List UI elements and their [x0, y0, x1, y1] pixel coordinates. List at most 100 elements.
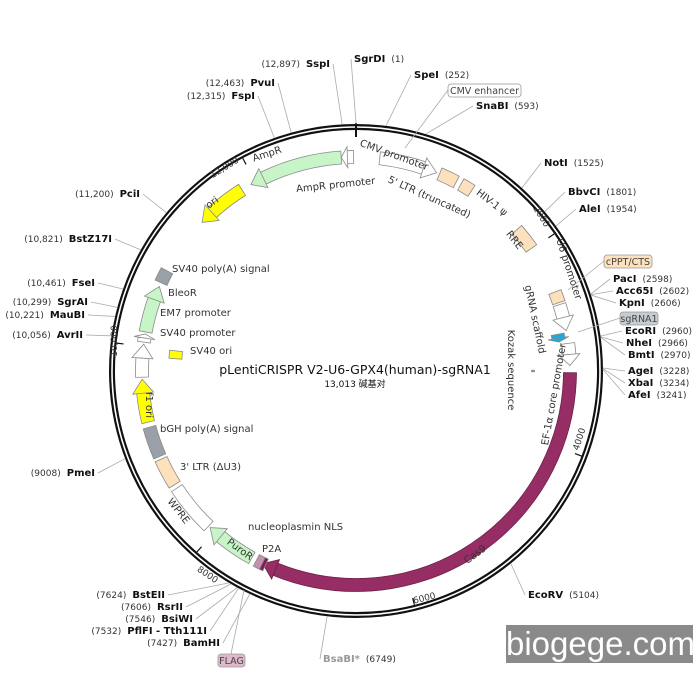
feature-cmv-promoter: [378, 151, 438, 179]
site-name: BamHI: [183, 638, 220, 649]
site-label: PacI (2598): [613, 274, 672, 285]
site-leader: [555, 208, 577, 227]
feature-u6-promoter: [552, 302, 575, 332]
site-leader: [590, 290, 614, 295]
site-name: BsaBI*: [323, 654, 361, 665]
site-position: (2966): [658, 339, 688, 349]
feature-kozak-sequence: [531, 369, 535, 373]
site-name: PacI: [613, 274, 636, 285]
features: [131, 145, 581, 592]
site-label: BmtI (2970): [628, 350, 690, 361]
site-label: BsaBI* (6749): [323, 654, 396, 665]
site-name: SspI: [306, 59, 330, 70]
site-position: (1801): [606, 188, 636, 198]
site-name: PciI: [120, 189, 140, 200]
site-name: NotI: [544, 158, 568, 169]
tick-mark: [412, 597, 415, 605]
site-name: Acc65I: [616, 286, 653, 297]
feature-p2a: [252, 554, 266, 570]
site-position: (3241): [657, 391, 687, 401]
site-name: EcoRV: [528, 590, 563, 601]
feature-label: EM7 promoter: [160, 308, 232, 319]
site-leader: [385, 74, 412, 127]
site-label: (7606) RsrII: [121, 602, 183, 613]
site-leader: [97, 458, 126, 474]
site-label: NotI (1525): [544, 158, 604, 169]
site-leader: [600, 337, 626, 356]
callout-leader: [404, 89, 449, 149]
site-position: (12,463): [206, 79, 245, 89]
feature-em7-promoter: [134, 333, 156, 344]
site-name: AleI: [579, 204, 601, 215]
site-position: (593): [514, 102, 538, 112]
site-name: SnaBI: [476, 101, 508, 112]
site-name: BsiWI: [161, 614, 193, 625]
site-position: (3234): [659, 379, 689, 389]
site-label: NheI (2966): [626, 338, 688, 349]
site-position: (7532): [91, 627, 121, 637]
site-name: PflFI - Tth111I: [127, 626, 207, 637]
site-position: (3228): [659, 367, 689, 377]
site-label: SgrDI (1): [354, 54, 404, 65]
feature-label: f1 ori: [143, 392, 154, 418]
callout-leader: [567, 260, 605, 291]
site-label: (10,056) AvrII: [12, 330, 83, 341]
site-label: KpnI (2606): [619, 298, 681, 309]
site-name: RsrII: [157, 602, 183, 613]
site-label: (10,299) SgrAI: [13, 297, 88, 308]
site-label: (10,221) MauBI: [5, 310, 85, 321]
site-name: SgrDI: [354, 54, 385, 65]
feature-ef-1-core-promoter: [557, 342, 581, 367]
site-leader: [167, 582, 230, 596]
site-name: PmeI: [67, 468, 95, 479]
site-leader: [600, 336, 624, 344]
site-label: SpeI (252): [414, 70, 469, 81]
site-name: BstZ17I: [69, 234, 112, 245]
site-position: (1): [391, 55, 404, 65]
tick-mark: [242, 157, 247, 165]
watermark: biogege.com: [506, 625, 695, 663]
callout-box: [217, 653, 246, 668]
tick-label: 12,000: [209, 156, 241, 181]
site-leader: [114, 238, 141, 251]
site-position: (10,299): [13, 298, 52, 308]
plasmid-size: 13,013 碱基对: [324, 378, 385, 390]
feature-label: nucleoplasmin NLS: [248, 522, 343, 533]
site-leader: [87, 314, 116, 317]
tick-label: 10,000: [110, 325, 120, 357]
site-name: AvrII: [57, 330, 83, 341]
site-position: (7624): [96, 591, 126, 601]
feature-cppt-cts: [548, 289, 566, 306]
site-leader: [222, 593, 251, 644]
site-leader: [257, 95, 275, 139]
feature-bleor: [138, 285, 165, 334]
site-label: (9008) PmeI: [31, 468, 95, 479]
feature-bgh-poly-a-signal: [142, 424, 167, 460]
site-label: (10,461) FseI: [27, 278, 95, 289]
feature-label: CMV promoter: [358, 138, 430, 173]
site-leader: [185, 583, 232, 608]
site-position: (2602): [659, 287, 689, 297]
feature-grna-scaffold: [547, 332, 569, 343]
feature-sv40-ori: [168, 349, 184, 360]
site-label: XbaI (3234): [628, 378, 689, 389]
site-label: (11,200) PciI: [75, 189, 140, 200]
site-leader: [510, 563, 526, 596]
feature-ampr-promoter: [340, 145, 355, 170]
site-label: (7427) BamHI: [147, 638, 220, 649]
site-position: (12,897): [261, 60, 300, 70]
site-position: (7427): [147, 639, 177, 649]
site-position: (2970): [661, 351, 691, 361]
site-label: (7532) PflFI - Tth111I: [91, 626, 207, 637]
site-leader: [602, 369, 626, 396]
site-position: (12,315): [187, 92, 226, 102]
tick-mark: [196, 546, 202, 553]
site-position: (10,821): [24, 235, 63, 245]
site-position: (1525): [574, 159, 604, 169]
site-label: (7624) BstEII: [96, 590, 165, 601]
callout-label: sgRNA1: [620, 314, 657, 325]
feature-label: 5' LTR (truncated): [386, 175, 472, 221]
site-position: (7606): [121, 603, 151, 613]
